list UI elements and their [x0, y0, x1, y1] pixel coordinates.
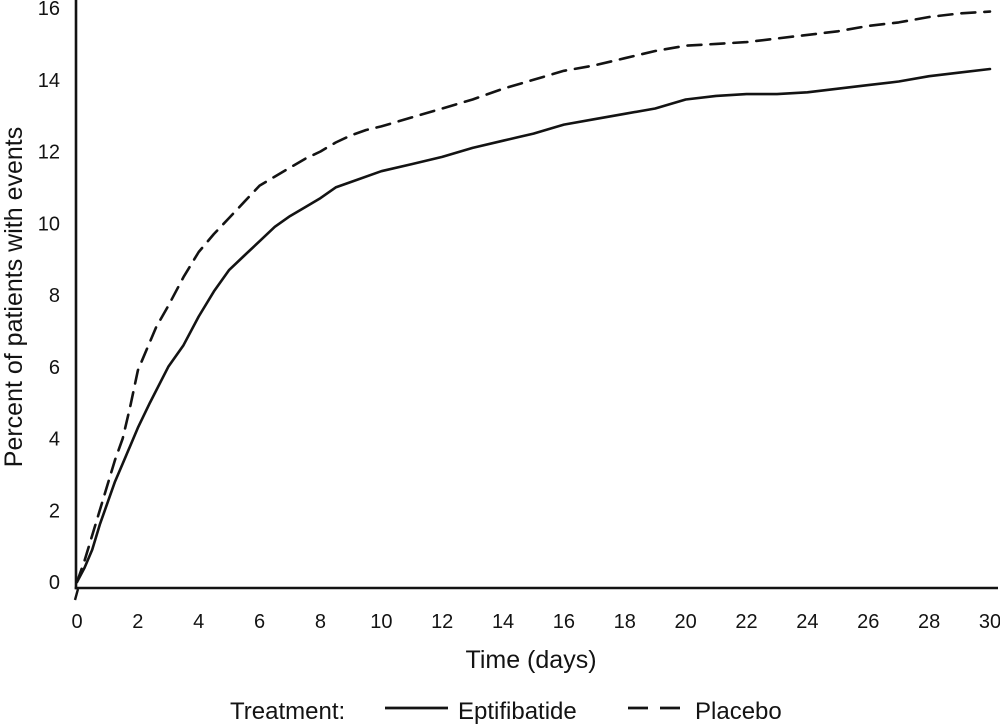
y-tick-label: 8 — [49, 285, 60, 307]
x-tick-label: 14 — [492, 611, 514, 633]
legend-label-eptifibatide: Eptifibatide — [458, 698, 577, 725]
legend: Treatment: Eptifibatide Placebo — [230, 698, 782, 725]
x-tick-label: 12 — [431, 611, 453, 633]
y-tick-label: 14 — [38, 70, 60, 92]
x-tick-label: 26 — [857, 611, 879, 633]
x-tick-label: 24 — [796, 611, 818, 633]
series-line-placebo — [75, 10, 992, 584]
x-tick-label: 18 — [614, 611, 636, 633]
series-line-eptifibatide — [75, 67, 992, 584]
x-tick-label: 20 — [675, 611, 697, 633]
x-tick-label: 8 — [315, 611, 326, 633]
x-axis-title: Time (days) — [465, 646, 596, 674]
legend-label-placebo: Placebo — [695, 698, 782, 725]
y-tick-label: 6 — [49, 357, 60, 379]
x-tick-label: 2 — [132, 611, 143, 633]
x-tick-label: 10 — [370, 611, 392, 633]
y-tick-label: 4 — [49, 429, 60, 451]
x-tick-label: 4 — [193, 611, 204, 633]
y-tick-label: 12 — [38, 142, 60, 164]
x-tick-label: 30 — [979, 611, 1000, 633]
y-tick-label: 2 — [49, 500, 60, 522]
x-tick-label: 22 — [735, 611, 757, 633]
x-tick-label: 28 — [918, 611, 940, 633]
y-tick-label: 16 — [38, 0, 60, 20]
legend-title: Treatment: — [230, 698, 345, 725]
x-tick-label: 6 — [254, 611, 265, 633]
y-tick-label: 10 — [38, 213, 60, 235]
x-tick-label: 16 — [553, 611, 575, 633]
y-tick-label: 0 — [49, 572, 60, 594]
x-tick-label: 0 — [71, 611, 82, 633]
origin-tick — [73, 588, 80, 601]
y-axis-title: Percent of patients with events — [0, 127, 28, 467]
